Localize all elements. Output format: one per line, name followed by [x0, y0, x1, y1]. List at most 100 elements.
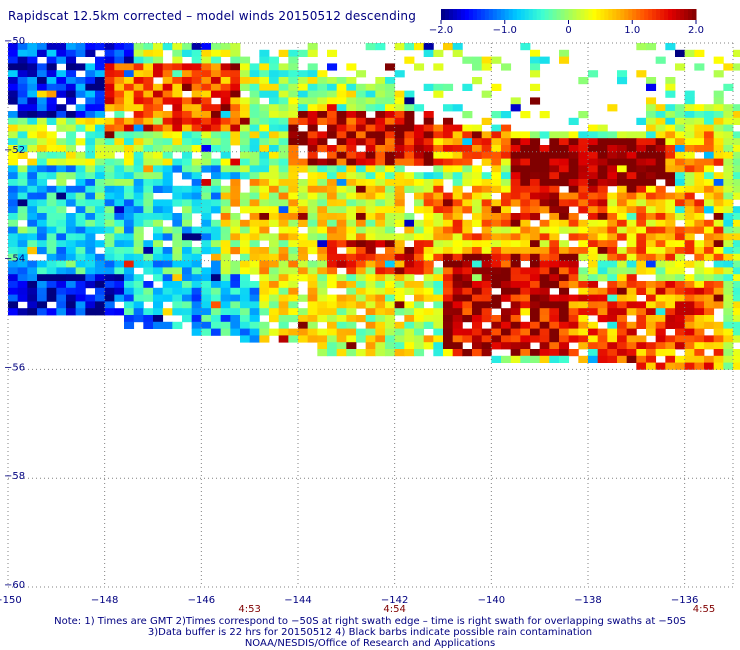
heatmap-cell [104, 117, 115, 125]
heatmap-cell [713, 213, 724, 221]
heatmap-cell [646, 213, 657, 221]
heatmap-cell [433, 213, 444, 221]
heatmap-cell [675, 328, 686, 336]
heatmap-cell [636, 131, 647, 139]
heatmap-cell [85, 274, 96, 282]
heatmap-cell [172, 97, 183, 105]
heatmap-cell [124, 151, 135, 159]
heatmap-cell [104, 151, 115, 159]
heatmap-cell [37, 138, 48, 146]
heatmap-cell [385, 172, 396, 180]
heatmap-cell [433, 274, 444, 282]
heatmap-cell [414, 287, 425, 295]
heatmap-cell [510, 97, 521, 105]
heatmap-cell [626, 199, 637, 207]
heatmap-cell [655, 321, 666, 329]
colorbar-segment [488, 9, 494, 20]
heatmap-cell [269, 104, 280, 112]
heatmap-cell [288, 77, 299, 85]
heatmap-cell [85, 301, 96, 309]
heatmap-cell [230, 179, 241, 187]
heatmap-cell [85, 111, 96, 119]
heatmap-cell [46, 213, 57, 221]
colorbar-segment [500, 9, 506, 20]
heatmap-cell [327, 151, 338, 159]
heatmap-cell [327, 267, 338, 275]
heatmap-cell [220, 83, 231, 91]
heatmap-cell [66, 49, 77, 57]
heatmap-cell [404, 260, 415, 268]
heatmap-cell [66, 287, 77, 295]
heatmap-cell [665, 247, 676, 255]
heatmap-cell [249, 335, 260, 343]
heatmap-cell [723, 233, 734, 241]
heatmap-cell [182, 104, 193, 112]
heatmap-cell [684, 328, 695, 336]
heatmap-cell [481, 172, 492, 180]
heatmap-cell [162, 172, 173, 180]
heatmap-cell [539, 342, 550, 350]
heatmap-cell [182, 287, 193, 295]
heatmap-cell [288, 145, 299, 153]
heatmap-cell [636, 117, 647, 125]
colorbar-segment [692, 9, 697, 20]
heatmap-cell [27, 70, 38, 78]
heatmap-cell [104, 43, 115, 51]
heatmap-cell [404, 43, 415, 51]
heatmap-cell [491, 165, 502, 173]
heatmap-cell [327, 301, 338, 309]
heatmap-cell [375, 315, 386, 323]
heatmap-cell [704, 104, 715, 112]
heatmap-cell [578, 247, 589, 255]
heatmap-cell [327, 111, 338, 119]
heatmap-cell [191, 63, 202, 71]
heatmap-cell [433, 185, 444, 193]
heatmap-cell [85, 124, 96, 132]
heatmap-cell [172, 83, 183, 91]
heatmap-cell [501, 267, 512, 275]
heatmap-cell [452, 165, 463, 173]
heatmap-cell [75, 117, 86, 125]
heatmap-cell [549, 342, 560, 350]
heatmap-cell [153, 179, 164, 187]
heatmap-cell [404, 267, 415, 275]
heatmap-cell [723, 362, 734, 370]
heatmap-cell [259, 294, 270, 302]
heatmap-cell [37, 287, 48, 295]
heatmap-cell [191, 308, 202, 316]
heatmap-cell [394, 301, 405, 309]
heatmap-cell [636, 179, 647, 187]
heatmap-cell [104, 172, 115, 180]
heatmap-cell [56, 70, 67, 78]
heatmap-cell [472, 274, 483, 282]
heatmap-cell [452, 43, 463, 51]
heatmap-cell [607, 226, 618, 234]
heatmap-cell [46, 233, 57, 241]
heatmap-cell [636, 213, 647, 221]
heatmap-cell [230, 240, 241, 248]
heatmap-cell [646, 131, 657, 139]
heatmap-cell [143, 179, 154, 187]
heatmap-cell [240, 158, 251, 166]
heatmap-cell [220, 287, 231, 295]
heatmap-cell [433, 315, 444, 323]
heatmap-cell [317, 145, 328, 153]
heatmap-cell [646, 138, 657, 146]
heatmap-cell [75, 83, 86, 91]
heatmap-cell [346, 206, 357, 214]
heatmap-cell [298, 213, 309, 221]
heatmap-cell [733, 328, 740, 336]
heatmap-cell [172, 199, 183, 207]
heatmap-cell [211, 281, 222, 289]
heatmap-cell [733, 63, 740, 71]
heatmap-cell [597, 335, 608, 343]
heatmap-cell [597, 260, 608, 268]
heatmap-cell [472, 294, 483, 302]
heatmap-cell [472, 287, 483, 295]
heatmap-cell [75, 192, 86, 200]
heatmap-cell [37, 240, 48, 248]
heatmap-cell [452, 172, 463, 180]
heatmap-cell [327, 185, 338, 193]
heatmap-cell [559, 308, 570, 316]
heatmap-cell [462, 281, 473, 289]
